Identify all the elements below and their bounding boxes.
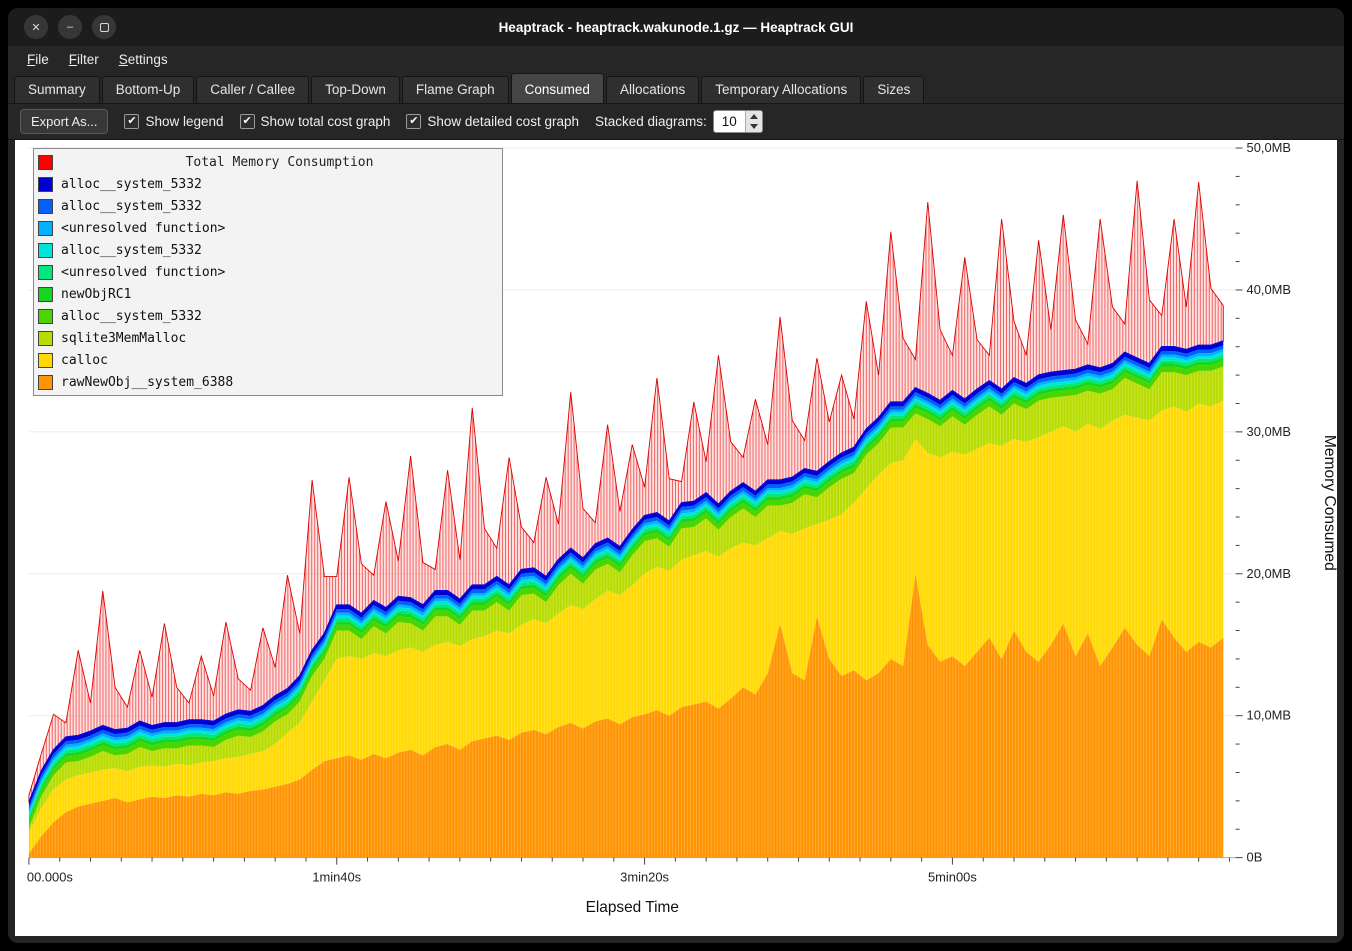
tab-consumed[interactable]: Consumed: [510, 73, 604, 103]
chart-region: 00.000s 1min40s 3min20s 5min00s 0B 10,0MB 20,0…: [15, 140, 1337, 936]
legend-label: alloc__system_5332: [61, 242, 202, 258]
legend-label: rawNewObj__system_6388: [61, 374, 234, 390]
memory-consumption-chart[interactable]: 00.000s 1min40s 3min20s 5min00s 0B 10,0MB 20,0…: [15, 140, 1337, 936]
menu-item-settings[interactable]: Settings: [118, 52, 168, 67]
legend-swatch: [38, 198, 53, 214]
checkbox-label-show-detailed-cost-graph: Show detailed cost graph: [427, 114, 579, 129]
toolbar-checkboxes: ✔ Show legend ✔ Show total cost graph ✔ Show …: [124, 114, 579, 129]
chevron-up-icon: [749, 113, 758, 119]
legend-swatch: [38, 308, 53, 324]
tab-bottom-up[interactable]: Bottom-Up: [101, 76, 195, 103]
legend-label: alloc__system_5332: [61, 308, 202, 324]
legend-row: alloc__system_5332: [34, 173, 502, 195]
legend-row: newObjRC1: [34, 283, 502, 305]
stack-top-line: [28, 340, 1224, 803]
menu-item-file[interactable]: File: [27, 52, 49, 67]
toolbar: Export As... ✔ Show legend ✔ Show total cos…: [8, 104, 1344, 140]
legend-row: <unresolved function>: [34, 217, 502, 239]
legend-row: rawNewObj__system_6388: [34, 371, 502, 393]
tab-bar: Summary Bottom-Up Caller / Callee Top-Down F…: [8, 73, 1344, 104]
x-axis-title: Elapsed Time: [586, 899, 679, 916]
y-tick-label: 0B: [1247, 850, 1263, 865]
series-area-calloc: [28, 400, 1224, 854]
y-tick-label: 30,0MB: [1247, 424, 1292, 439]
stacked-diagrams-group: Stacked diagrams: 10: [595, 110, 763, 133]
y-axis-title: Memory Consumed: [1321, 435, 1337, 571]
menu-item-filter[interactable]: Filter: [68, 52, 99, 67]
legend-swatch: [38, 220, 53, 236]
tab-temporary-allocations[interactable]: Temporary Allocations: [701, 76, 862, 103]
legend-row: alloc__system_5332: [34, 195, 502, 217]
legend-row: alloc__system_5332: [34, 305, 502, 327]
legend-label: <unresolved function>: [61, 264, 226, 280]
export-as-button[interactable]: Export As...: [20, 109, 109, 134]
y-tick-label: 40,0MB: [1247, 282, 1292, 297]
tab-sizes[interactable]: Sizes: [863, 76, 925, 103]
legend-swatch: [38, 374, 53, 390]
tab-caller-callee[interactable]: Caller / Callee: [196, 76, 310, 103]
legend-swatch: [38, 286, 53, 302]
y-tick-label: 20,0MB: [1247, 566, 1292, 581]
checkbox-show-total-cost-graph[interactable]: ✔: [239, 114, 255, 129]
checkbox-group-show-total-cost-graph: ✔ Show total cost graph: [239, 114, 391, 129]
close-button[interactable]: ✕: [24, 15, 48, 39]
legend-label: sqlite3MemMalloc: [61, 330, 187, 346]
maximize-button[interactable]: [92, 15, 116, 39]
legend-swatch-total: [38, 154, 53, 170]
legend-swatch: [38, 264, 53, 280]
legend-title: Total Memory Consumption: [185, 154, 374, 170]
series-area-rawnewobj-system-6388: [28, 573, 1224, 858]
close-icon: ✕: [31, 21, 41, 34]
x-tick-label: 1min40s: [312, 870, 361, 885]
legend-title-row: Total Memory Consumption: [34, 151, 502, 173]
spinner-down-button[interactable]: [746, 122, 762, 133]
legend-swatch: [38, 330, 53, 346]
x-tick-label: 3min20s: [620, 870, 669, 885]
spinner-arrows: [744, 111, 762, 133]
checkbox-group-show-legend: ✔ Show legend: [124, 114, 224, 129]
legend-swatch: [38, 352, 53, 368]
legend-swatch: [38, 242, 53, 258]
checkbox-group-show-detailed-cost-graph: ✔ Show detailed cost graph: [406, 114, 579, 129]
y-tick-label: 10,0MB: [1247, 708, 1292, 723]
x-tick-label: 5min00s: [928, 870, 977, 885]
titlebar: ✕ – Heaptrack - heaptrack.wakunode.1.gz …: [8, 8, 1344, 46]
app-window: ✕ – Heaptrack - heaptrack.wakunode.1.gz …: [8, 8, 1344, 943]
legend-label: alloc__system_5332: [61, 176, 202, 192]
tab-summary[interactable]: Summary: [14, 76, 100, 103]
tab-allocations[interactable]: Allocations: [605, 76, 700, 103]
stacked-diagrams-spinner[interactable]: 10: [712, 110, 763, 133]
checkbox-show-legend[interactable]: ✔: [124, 114, 140, 129]
x-tick-label: 00.000s: [27, 870, 73, 885]
legend-row: calloc: [34, 349, 502, 371]
tab-top-down[interactable]: Top-Down: [311, 76, 400, 103]
y-tick-label: 50,0MB: [1247, 140, 1292, 155]
minimize-button[interactable]: –: [58, 15, 82, 39]
legend-row: alloc__system_5332: [34, 239, 502, 261]
series-area-sqlite3memmalloc: [28, 366, 1224, 833]
stacked-diagrams-value[interactable]: 10: [721, 114, 737, 129]
chevron-down-icon: [749, 124, 758, 130]
checkbox-label-show-legend: Show legend: [145, 114, 224, 129]
checkbox-label-show-total-cost-graph: Show total cost graph: [260, 114, 391, 129]
legend-row: sqlite3MemMalloc: [34, 327, 502, 349]
legend-label: <unresolved function>: [61, 220, 226, 236]
spinner-up-button[interactable]: [746, 111, 762, 122]
window-title: Heaptrack - heaptrack.wakunode.1.gz — He…: [498, 19, 854, 35]
chart-legend: Total Memory Consumption alloc__system_53…: [33, 148, 503, 396]
maximize-icon: [99, 22, 109, 32]
legend-label: alloc__system_5332: [61, 198, 202, 214]
menubar: File Filter Settings: [8, 46, 1344, 73]
legend-label: newObjRC1: [61, 286, 132, 302]
legend-swatch: [38, 176, 53, 192]
stacked-diagrams-label: Stacked diagrams:: [594, 114, 707, 129]
minimize-icon: –: [66, 21, 74, 33]
legend-row: <unresolved function>: [34, 261, 502, 283]
tab-flame-graph[interactable]: Flame Graph: [401, 76, 509, 103]
legend-label: calloc: [61, 352, 108, 368]
checkbox-show-detailed-cost-graph[interactable]: ✔: [406, 114, 422, 129]
